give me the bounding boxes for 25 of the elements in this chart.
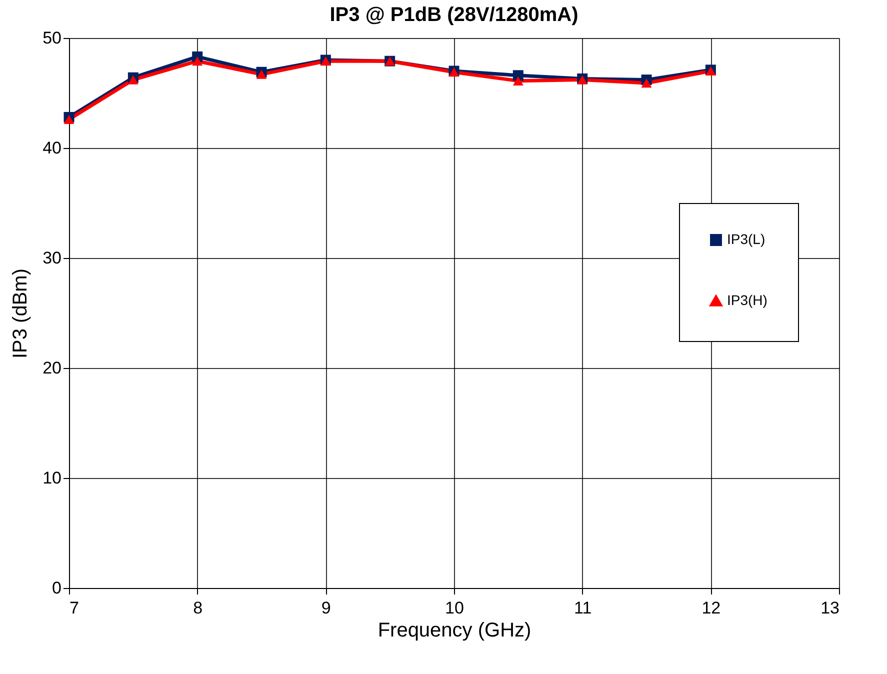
x-tick-label: 9 bbox=[321, 598, 331, 618]
y-tick-label: 40 bbox=[42, 138, 62, 158]
y-tick-label: 20 bbox=[42, 358, 62, 378]
y-axis-title: IP3 (dBm) bbox=[10, 268, 32, 359]
legend-label: IP3(H) bbox=[727, 292, 768, 308]
point bbox=[192, 56, 203, 66]
chart-title: IP3 @ P1dB (28V/1280mA) bbox=[330, 4, 578, 26]
x-tick-label: 11 bbox=[574, 598, 592, 618]
y-tick-label: 10 bbox=[42, 468, 62, 488]
point bbox=[64, 114, 74, 124]
x-tick-label: 13 bbox=[820, 598, 840, 618]
point bbox=[512, 76, 524, 86]
x-tick-label: 7 bbox=[70, 598, 79, 618]
x-tick-label: 8 bbox=[193, 598, 203, 618]
x-tick-label: 12 bbox=[702, 598, 721, 618]
y-tick-label: 30 bbox=[42, 248, 62, 268]
point bbox=[128, 75, 138, 84]
legend-label: IP3(L) bbox=[727, 231, 766, 247]
x-axis-title: Frequency (GHz) bbox=[378, 620, 532, 642]
point bbox=[641, 78, 652, 88]
point bbox=[256, 70, 267, 79]
x-tick-label: 10 bbox=[445, 598, 464, 618]
point bbox=[512, 70, 524, 81]
y-tick-label: 0 bbox=[52, 578, 62, 598]
y-tick-label: 50 bbox=[42, 28, 62, 48]
